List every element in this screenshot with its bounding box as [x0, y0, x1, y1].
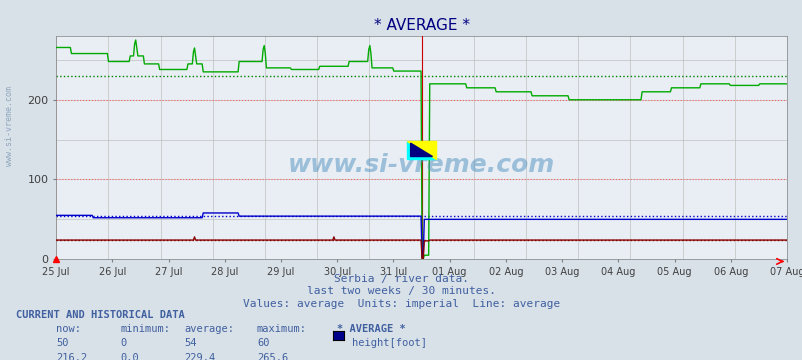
Text: Serbia / river data.: Serbia / river data. — [334, 274, 468, 284]
Text: maximum:: maximum: — [257, 324, 306, 334]
Polygon shape — [410, 143, 432, 157]
Polygon shape — [407, 141, 435, 159]
Text: 216.2: 216.2 — [56, 353, 87, 360]
Text: height[foot]: height[foot] — [351, 338, 426, 348]
Text: 229.4: 229.4 — [184, 353, 216, 360]
Text: last two weeks / 30 minutes.: last two weeks / 30 minutes. — [306, 286, 496, 296]
Text: now:: now: — [56, 324, 81, 334]
Text: 60: 60 — [257, 338, 269, 348]
Text: CURRENT AND HISTORICAL DATA: CURRENT AND HISTORICAL DATA — [16, 310, 184, 320]
Text: www.si-vreme.com: www.si-vreme.com — [5, 86, 14, 166]
Text: 54: 54 — [184, 338, 197, 348]
Text: minimum:: minimum: — [120, 324, 170, 334]
Text: Values: average  Units: imperial  Line: average: Values: average Units: imperial Line: av… — [242, 299, 560, 309]
Text: 50: 50 — [56, 338, 69, 348]
Text: 265.6: 265.6 — [257, 353, 288, 360]
Text: 0.0: 0.0 — [120, 353, 139, 360]
Title: * AVERAGE *: * AVERAGE * — [373, 18, 469, 33]
Text: * AVERAGE *: * AVERAGE * — [337, 324, 406, 334]
Text: average:: average: — [184, 324, 234, 334]
Polygon shape — [407, 141, 435, 159]
Text: www.si-vreme.com: www.si-vreme.com — [288, 153, 554, 177]
Text: 0: 0 — [120, 338, 127, 348]
